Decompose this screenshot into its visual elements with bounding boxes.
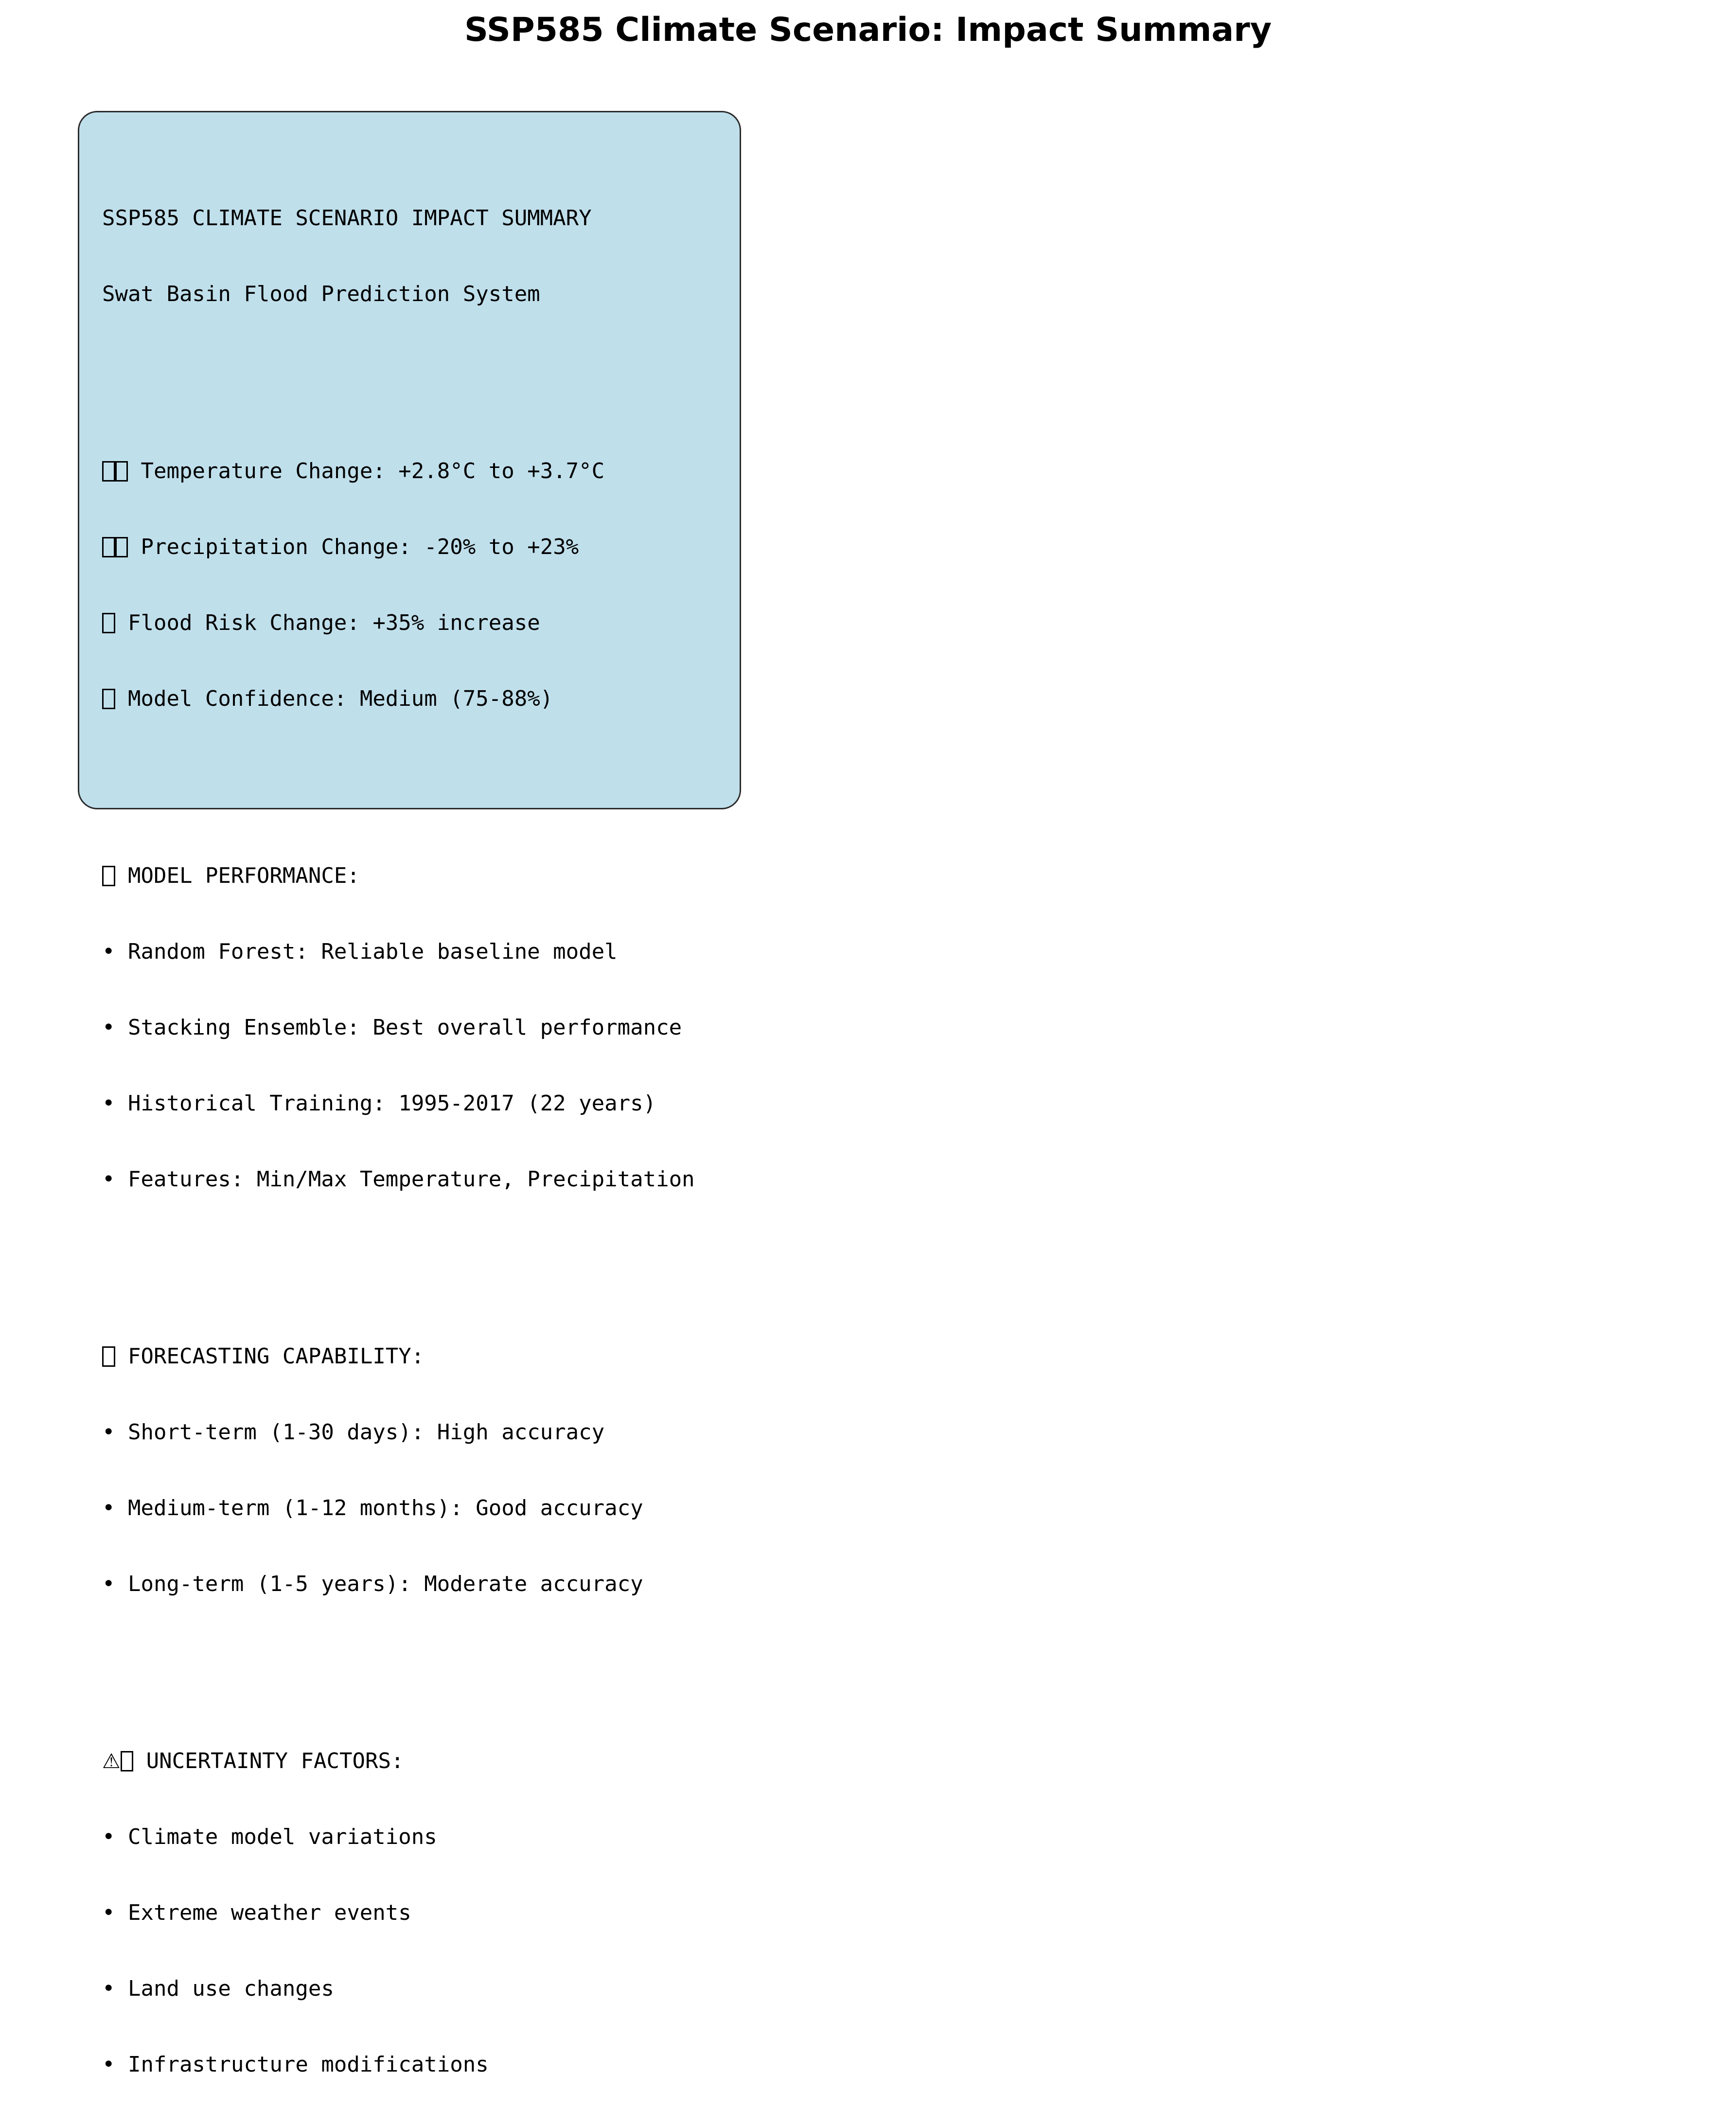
list-item: • Short-term (1-30 days): High accuracy [102,1420,605,1445]
section-title-text: UNCERTAINTY FACTORS: [146,1749,404,1773]
list-item: • Random Forest: Reliable baseline model [102,939,618,964]
list-item: • Infrastructure modifications [102,2052,489,2077]
section-title-forecasting: FORECASTING CAPABILITY: [102,1344,695,1369]
section-title-text: MODEL PERFORMANCE: [128,863,360,888]
section-title-uncertainty: ⚠ UNCERTAINTY FACTORS: [102,1749,695,1774]
section-title-text: FORECASTING CAPABILITY: [128,1344,425,1369]
missing-glyph-icon [102,866,115,886]
missing-glyph-icon [120,1751,134,1771]
spacer [102,1243,695,1268]
missing-glyph-icon [115,461,128,482]
missing-glyph-icon [102,1346,115,1367]
summary-heading: SSP585 CLIMATE SCENARIO IMPACT SUMMARY [102,206,592,231]
key-change-temperature: Temperature Change: +2.8°C to +3.7°C [102,459,695,484]
list-item: • Features: Min/Max Temperature, Precipi… [102,1167,695,1192]
spacer [102,1647,695,1673]
missing-glyph-icon [102,537,115,557]
key-change-precipitation: Precipitation Change: -20% to +23% [102,535,695,560]
section-title-model-performance: MODEL PERFORMANCE: [102,863,695,889]
list-item: • Climate model variations [102,1824,437,1849]
page-title: SSP585 Climate Scenario: Impact Summary [464,11,1272,49]
list-item: • Long-term (1-5 years): Moderate accura… [102,1572,643,1596]
impact-summary-box: SSP585 CLIMATE SCENARIO IMPACT SUMMARY S… [78,111,741,2077]
list-item: • Medium-term (1-12 months): Good accura… [102,1496,643,1520]
missing-glyph-icon [102,689,115,709]
key-change-confidence: Model Confidence: Medium (75-88%) [102,686,695,712]
list-item: • Land use changes [102,1976,334,2001]
key-change-text: Temperature Change: +2.8°C to +3.7°C [141,459,605,483]
missing-glyph-icon [102,613,115,633]
spacer [102,358,695,383]
spacer [102,762,695,787]
warning-icon: ⚠ [102,1749,121,1773]
list-item: • Historical Training: 1995-2017 (22 yea… [102,1091,656,1116]
key-change-text: Flood Risk Change: +35% increase [128,610,540,635]
missing-glyph-icon [102,461,115,482]
summary-text-block: SSP585 CLIMATE SCENARIO IMPACT SUMMARY S… [102,155,695,2128]
summary-subheading: Swat Basin Flood Prediction System [102,282,540,306]
missing-glyph-icon [115,537,128,557]
list-item: • Stacking Ensemble: Best overall perfor… [102,1015,682,1040]
list-item: • Extreme weather events [102,1900,411,1925]
key-change-text: Model Confidence: Medium (75-88%) [128,686,553,711]
key-change-flood-risk: Flood Risk Change: +35% increase [102,610,695,636]
key-change-text: Precipitation Change: -20% to +23% [141,535,579,559]
